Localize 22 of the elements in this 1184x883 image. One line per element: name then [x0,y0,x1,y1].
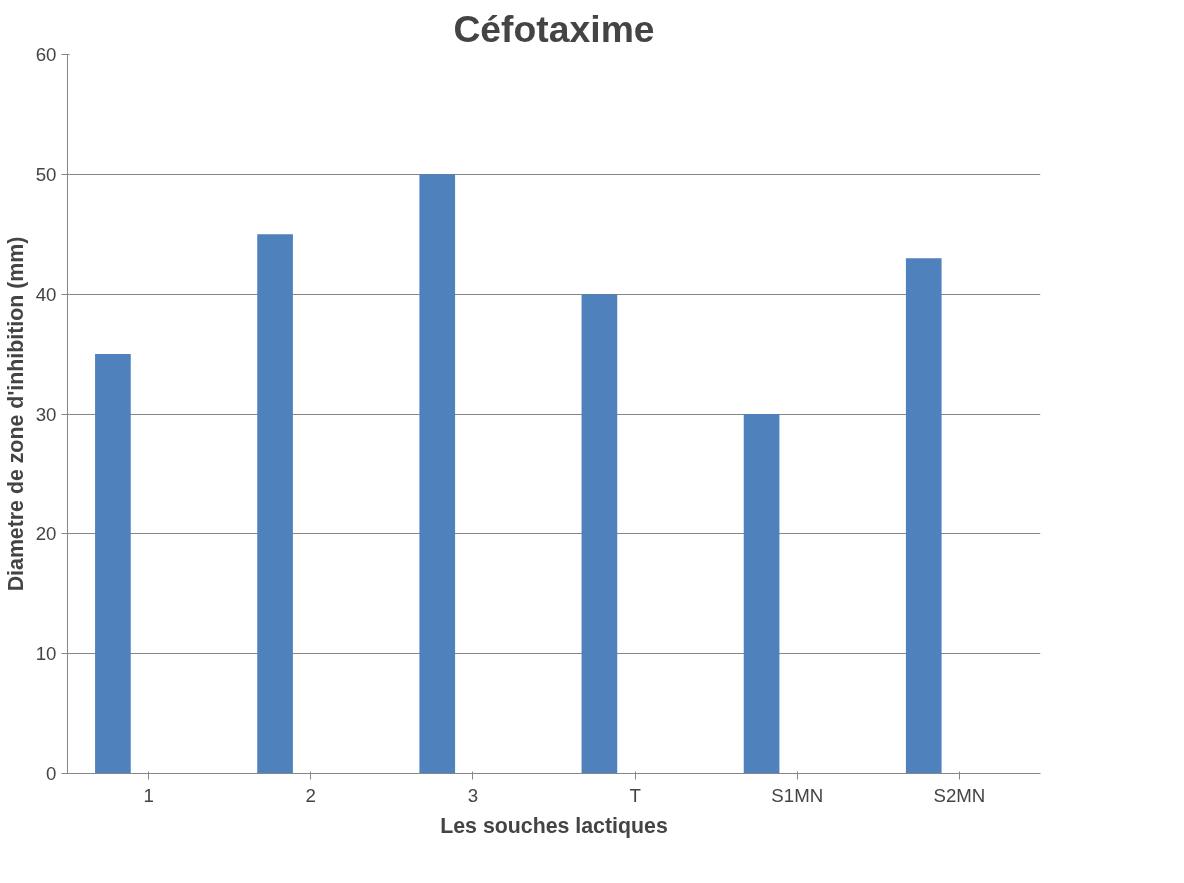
x-tick-label: S2MN [933,784,986,806]
y-tick-label: 0 [46,763,57,784]
x-tick-label: 1 [143,784,154,806]
y-tick-label: 30 [35,403,57,425]
bar [743,414,780,774]
y-axis-title: Diametre de zone d'inhibition (mm) [3,236,28,592]
x-tick-label: 3 [467,784,479,806]
bar [257,234,293,774]
x-tick-label: S1MN [771,784,824,806]
y-tick-label: 10 [35,643,57,665]
y-tick-label: 20 [35,523,57,545]
y-tick-label: 60 [35,44,57,65]
y-tick-label: 40 [35,283,57,305]
y-tick-label: 50 [35,163,57,185]
chart-title: Céfotaxime [453,7,655,50]
bar [905,258,942,774]
x-axis-title: Les souches lactiques [440,813,668,838]
x-tick-label: 2 [305,784,316,806]
x-tick-label: T [629,784,641,806]
bar [95,354,131,774]
bar [419,174,456,774]
bar [581,294,618,774]
